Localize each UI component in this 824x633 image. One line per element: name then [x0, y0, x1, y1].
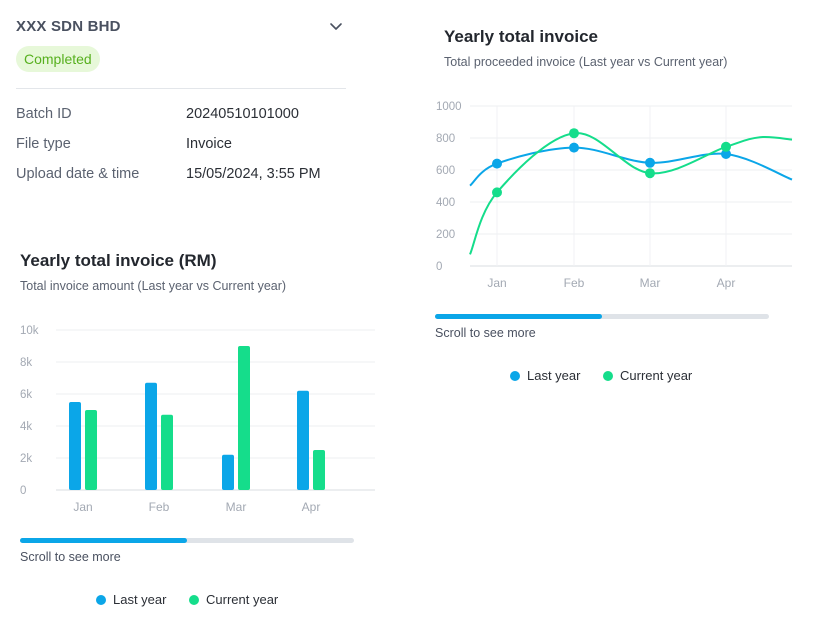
legend-dot-last-year	[510, 371, 520, 381]
batch-id-row: Batch ID 20240510101000	[16, 106, 346, 126]
data-point	[569, 142, 579, 153]
upload-row: Upload date & time 15/05/2024, 3:55 PM	[16, 166, 346, 186]
y-tick-label: 0	[436, 261, 442, 273]
y-tick-label: 4k	[20, 421, 32, 433]
series-line-current-year	[469, 132, 793, 255]
bar-last-year	[297, 390, 309, 490]
bar-current-year	[313, 450, 325, 490]
line-chart-subtitle: Total proceeded invoice (Last year vs Cu…	[444, 55, 728, 69]
batch-id-label: Batch ID	[16, 106, 72, 122]
data-point	[645, 157, 655, 168]
y-tick-label: 10k	[20, 325, 39, 337]
line-chart-legend: Last year Current year	[510, 368, 730, 386]
bar-chart-subtitle: Total invoice amount (Last year vs Curre…	[20, 279, 287, 293]
legend-item-last-year[interactable]: Last year	[96, 592, 166, 607]
legend-label-current-year: Current year	[206, 592, 279, 607]
batch-id-value: 20240510101000	[186, 106, 299, 122]
bar-chart-title: Yearly total invoice (RM)	[20, 251, 217, 270]
divider	[16, 88, 346, 89]
data-point	[569, 128, 579, 139]
x-tick-label: Apr	[717, 276, 736, 290]
bar-current-year	[161, 414, 173, 490]
bar-chart-legend: Last year Current year	[96, 592, 316, 610]
upload-value: 15/05/2024, 3:55 PM	[186, 166, 321, 182]
file-type-label: File type	[16, 136, 71, 152]
chevron-down-icon[interactable]	[328, 18, 344, 34]
bar-chart-scrollbar[interactable]	[20, 538, 354, 543]
legend-dot-current-year	[189, 595, 199, 605]
legend-dot-current-year	[603, 371, 613, 381]
bar-last-year	[222, 454, 234, 490]
bar-chart[interactable]: 0 2k 4k 6k 8k 10k Jan Feb Mar Apr	[0, 315, 390, 525]
data-point	[721, 141, 731, 152]
bar-current-year	[238, 346, 250, 490]
x-tick-label: Jan	[73, 500, 92, 514]
x-tick-label: Mar	[640, 276, 661, 290]
y-tick-label: 1000	[436, 101, 462, 113]
legend-dot-last-year	[96, 595, 106, 605]
bar-current-year	[85, 410, 97, 490]
legend-label-current-year: Current year	[620, 368, 693, 383]
upload-label: Upload date & time	[16, 166, 140, 182]
legend-label-last-year: Last year	[527, 368, 581, 383]
x-tick-label: Feb	[149, 500, 170, 514]
data-point	[721, 149, 731, 159]
data-point	[492, 158, 502, 169]
y-tick-label: 600	[436, 165, 455, 177]
y-tick-label: 0	[20, 485, 26, 497]
x-tick-label: Apr	[302, 500, 321, 514]
company-name: XXX SDN BHD	[16, 18, 121, 35]
company-header[interactable]: XXX SDN BHD	[16, 16, 346, 40]
line-chart-scrollbar[interactable]	[435, 314, 769, 319]
bar-last-year	[145, 382, 157, 490]
line-chart-scroll-thumb[interactable]	[435, 314, 602, 319]
legend-item-current-year[interactable]: Current year	[189, 592, 278, 607]
line-chart-scroll-hint: Scroll to see more	[435, 326, 536, 340]
status-badge: Completed	[16, 46, 100, 72]
x-tick-label: Mar	[226, 500, 247, 514]
line-chart[interactable]: 0 200 400 600 800 1000 Jan Feb Mar Apr	[420, 90, 810, 305]
y-tick-label: 200	[436, 229, 455, 241]
bar-chart-scroll-thumb[interactable]	[20, 538, 187, 543]
x-tick-label: Jan	[487, 276, 506, 290]
y-tick-label: 6k	[20, 389, 32, 401]
y-tick-label: 8k	[20, 357, 32, 369]
y-tick-label: 2k	[20, 453, 32, 465]
data-point	[492, 187, 502, 198]
file-type-value: Invoice	[186, 136, 232, 152]
line-chart-title: Yearly total invoice	[444, 27, 599, 46]
x-tick-label: Feb	[564, 276, 585, 290]
bar-last-year	[69, 402, 81, 490]
y-tick-label: 800	[436, 133, 455, 145]
legend-item-current-year[interactable]: Current year	[603, 368, 692, 383]
file-type-row: File type Invoice	[16, 136, 346, 156]
legend-item-last-year[interactable]: Last year	[510, 368, 580, 383]
y-tick-label: 400	[436, 197, 455, 209]
legend-label-last-year: Last year	[113, 592, 167, 607]
data-point	[645, 168, 655, 179]
bar-chart-scroll-hint: Scroll to see more	[20, 550, 121, 564]
